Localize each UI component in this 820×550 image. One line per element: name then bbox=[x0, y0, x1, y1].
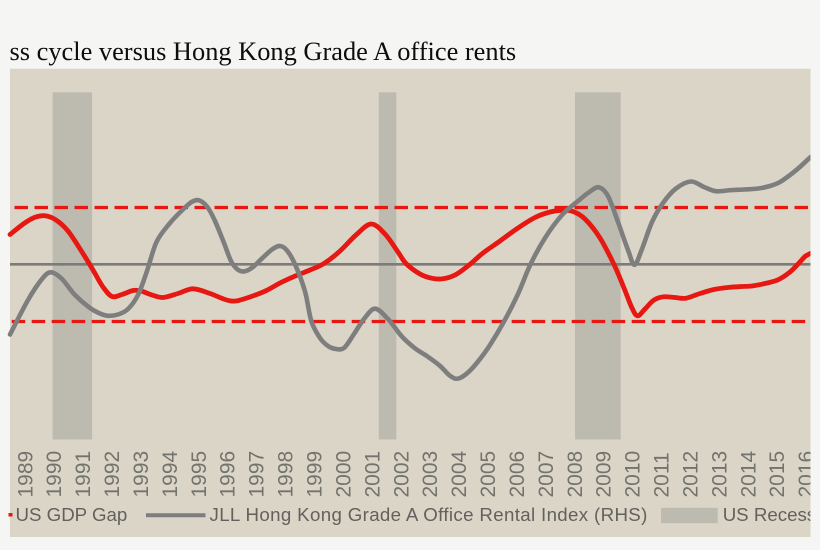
svg-text:2001: 2001 bbox=[361, 451, 384, 498]
svg-text:2006: 2006 bbox=[506, 451, 529, 498]
svg-text:2007: 2007 bbox=[535, 451, 558, 498]
svg-text:1996: 1996 bbox=[217, 451, 240, 498]
svg-text:1999: 1999 bbox=[304, 451, 327, 498]
svg-text:2000: 2000 bbox=[332, 451, 355, 498]
svg-text:2012: 2012 bbox=[680, 451, 703, 498]
svg-text:2002: 2002 bbox=[390, 451, 413, 498]
svg-text:1990: 1990 bbox=[43, 451, 66, 498]
svg-text:US Recession: US Recession bbox=[723, 504, 820, 525]
svg-text:2005: 2005 bbox=[477, 451, 500, 498]
svg-text:2008: 2008 bbox=[564, 451, 587, 498]
svg-text:1998: 1998 bbox=[275, 451, 298, 498]
svg-text:JLL Hong Kong Grade A Office R: JLL Hong Kong Grade A Office Rental Inde… bbox=[210, 504, 648, 525]
svg-text:2009: 2009 bbox=[593, 451, 616, 498]
svg-text:1989: 1989 bbox=[14, 451, 37, 498]
svg-text:1995: 1995 bbox=[188, 451, 211, 498]
svg-text:2004: 2004 bbox=[448, 450, 471, 497]
svg-text:US GDP Gap: US GDP Gap bbox=[16, 504, 128, 525]
svg-text:1992: 1992 bbox=[101, 451, 124, 498]
svg-text:1991: 1991 bbox=[72, 451, 95, 498]
svg-text:2003: 2003 bbox=[419, 451, 442, 498]
svg-text:2013: 2013 bbox=[708, 451, 731, 498]
svg-text:2011: 2011 bbox=[651, 452, 674, 497]
svg-text:2015: 2015 bbox=[766, 451, 789, 498]
svg-text:1993: 1993 bbox=[130, 451, 153, 498]
svg-text:2010: 2010 bbox=[622, 451, 645, 498]
svg-text:1994: 1994 bbox=[159, 450, 182, 497]
svg-text:2014: 2014 bbox=[737, 450, 760, 497]
svg-text:1997: 1997 bbox=[246, 451, 269, 498]
